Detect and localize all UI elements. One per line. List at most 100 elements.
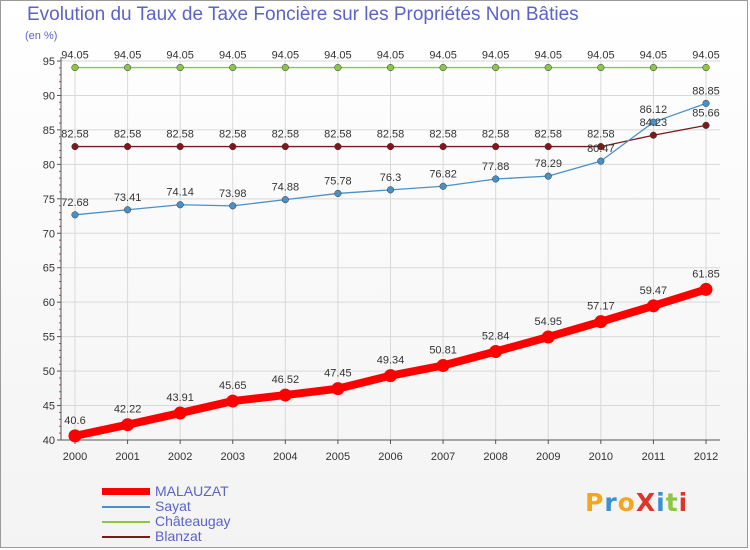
data-point <box>124 63 132 72</box>
y-tick-label: 45 <box>43 401 55 413</box>
data-label: 61.85 <box>692 268 720 280</box>
y-tick-label: 90 <box>43 90 55 102</box>
data-point <box>541 330 555 344</box>
data-point <box>176 63 184 72</box>
data-label: 82.58 <box>61 129 89 141</box>
data-point <box>281 63 289 72</box>
data-label: 82.58 <box>219 129 247 141</box>
data-point <box>386 143 395 151</box>
data-point <box>334 143 342 151</box>
legend-swatch <box>102 506 150 508</box>
x-tick-label: 2009 <box>536 451 560 463</box>
legend-label: MALAUZAT <box>155 483 229 499</box>
data-point <box>439 143 447 151</box>
data-label: 86.12 <box>640 104 668 116</box>
x-tick-label: 2007 <box>431 451 455 463</box>
data-point <box>597 143 605 151</box>
legend-label: Blanzat <box>155 528 202 544</box>
data-label: 94.05 <box>324 50 352 62</box>
data-label: 80.47 <box>587 143 615 155</box>
data-label: 82.58 <box>482 129 510 141</box>
x-tick-label: 2001 <box>115 451 139 463</box>
data-point <box>439 182 447 190</box>
data-label: 94.05 <box>640 50 668 62</box>
legend-label: Châteaugay <box>155 513 231 529</box>
data-point <box>229 63 237 72</box>
x-tick-label: 2002 <box>168 451 192 463</box>
y-tick-label: 85 <box>43 125 55 137</box>
data-label: 76.3 <box>380 172 401 184</box>
x-tick-label: 2005 <box>326 451 350 463</box>
logo-letter: i <box>678 488 689 517</box>
data-point <box>71 63 79 72</box>
data-point <box>68 429 82 443</box>
data-label: 88.85 <box>692 85 720 97</box>
data-label: 94.05 <box>114 50 142 62</box>
data-label: 94.05 <box>272 50 300 62</box>
data-point <box>124 143 132 151</box>
data-point <box>229 202 237 210</box>
data-label: 74.88 <box>272 182 300 194</box>
legend-swatch <box>102 521 150 523</box>
data-point <box>646 299 660 313</box>
y-tick-label: 75 <box>43 194 55 206</box>
data-label: 75.78 <box>324 175 352 187</box>
data-label: 52.84 <box>482 331 510 343</box>
data-point <box>649 131 657 139</box>
data-point <box>649 118 657 126</box>
labels-layer: 40.6 42.22 43.91 45.65 46.52 47.45 49.34 50.81 5… <box>61 50 720 427</box>
data-label: 50.81 <box>429 345 457 357</box>
data-point <box>702 121 710 129</box>
data-label: 43.91 <box>166 392 194 404</box>
data-point <box>386 63 395 72</box>
data-label: 82.58 <box>587 129 615 141</box>
data-point <box>173 406 187 420</box>
data-label: 72.68 <box>61 197 89 209</box>
data-label: 94.05 <box>587 50 615 62</box>
data-point <box>702 99 710 107</box>
logo-letter: X <box>635 488 657 517</box>
data-point <box>278 388 292 402</box>
logo-letter: P <box>585 488 605 517</box>
data-label: 42.22 <box>114 404 142 416</box>
y-tick-label: 65 <box>43 263 55 275</box>
data-point <box>702 63 710 72</box>
data-point <box>597 63 605 72</box>
grid-layer <box>61 60 720 440</box>
data-point <box>124 206 132 214</box>
data-point <box>281 143 289 151</box>
y-tick-label: 40 <box>43 435 55 447</box>
y-tick-label: 95 <box>43 56 55 68</box>
chart-title: Evolution du Taux de Taxe Foncière sur l… <box>27 4 579 25</box>
data-label: 40.6 <box>64 415 85 427</box>
x-tick-label: 2003 <box>221 451 245 463</box>
data-point <box>544 143 552 151</box>
data-label: 47.45 <box>324 368 352 380</box>
data-point <box>384 369 397 383</box>
data-point <box>699 282 713 296</box>
data-label: 82.58 <box>272 129 300 141</box>
legend-swatch <box>102 488 150 495</box>
data-point <box>492 63 500 72</box>
data-point <box>226 394 240 408</box>
data-label: 45.65 <box>219 380 247 392</box>
data-label: 73.98 <box>219 188 247 200</box>
data-point <box>121 418 135 432</box>
data-label: 78.29 <box>534 158 562 170</box>
data-label: 82.58 <box>429 129 457 141</box>
data-label: 94.05 <box>377 50 405 62</box>
data-label: 74.14 <box>166 187 194 199</box>
data-label: 77.88 <box>482 161 510 173</box>
data-label: 73.41 <box>114 192 142 204</box>
data-point <box>281 196 289 204</box>
data-label: 85.66 <box>692 107 720 119</box>
data-label: 82.58 <box>166 129 194 141</box>
data-label: 82.58 <box>534 129 562 141</box>
data-label: 59.47 <box>640 285 668 297</box>
data-label: 94.05 <box>482 50 510 62</box>
x-tick-label: 2006 <box>378 451 402 463</box>
x-tick-label: 2000 <box>63 451 87 463</box>
data-point <box>386 186 395 194</box>
